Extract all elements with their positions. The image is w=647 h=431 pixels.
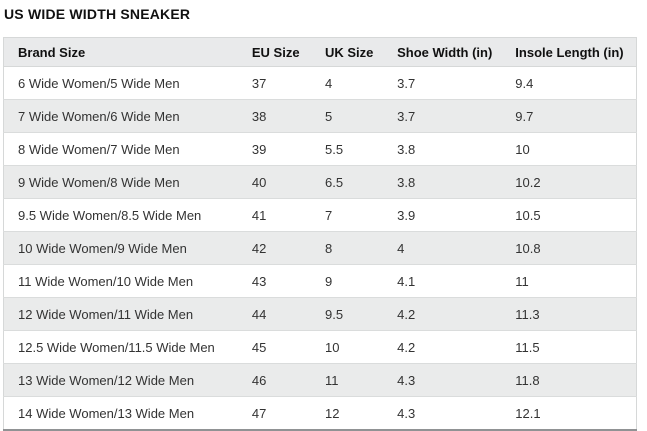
- table-cell: 10.8: [515, 240, 541, 256]
- table-row: 12 Wide Women/11 Wide Men 44 9.5 4.2 11.3: [3, 297, 637, 331]
- table-cell: 8 Wide Women/7 Wide Men: [18, 141, 180, 157]
- table-cell: 11.5: [515, 339, 540, 355]
- table-cell: 3.7: [397, 75, 416, 91]
- table-cell: 4.1: [397, 273, 416, 289]
- table-cell: 9.4: [515, 75, 534, 91]
- table-cell: 5.5: [325, 141, 344, 157]
- table-cell: 4: [325, 75, 333, 91]
- table-cell: 9 Wide Women/8 Wide Men: [18, 174, 180, 190]
- table-cell: 3.8: [397, 141, 416, 157]
- table-cell: 11.3: [515, 306, 540, 322]
- table-row: 7 Wide Women/6 Wide Men 38 5 3.7 9.7: [3, 99, 637, 133]
- table-row: 12.5 Wide Women/11.5 Wide Men 45 10 4.2 11.5: [3, 330, 637, 364]
- column-header-brand-size: Brand Size: [3, 37, 252, 67]
- table-cell: 3.9: [397, 207, 416, 223]
- table-cell: 10 Wide Women/9 Wide Men: [18, 240, 187, 256]
- table-cell: 5: [325, 108, 333, 124]
- table-cell: 3.8: [397, 174, 416, 190]
- table-cell: 6 Wide Women/5 Wide Men: [18, 75, 180, 91]
- table-cell: 11: [515, 273, 529, 289]
- table-cell: 4.3: [397, 372, 416, 388]
- table-body: 6 Wide Women/5 Wide Men 37 4 3.7 9.4 7 Wide W…: [3, 67, 637, 431]
- table-header: Brand Size EU Size UK Size Shoe Width (i…: [3, 37, 637, 67]
- table-cell: 9: [325, 273, 333, 289]
- column-header-uk-size: UK Size: [325, 37, 398, 67]
- column-header-shoe-width: Shoe Width (in): [397, 37, 516, 67]
- table-cell: 42: [251, 240, 267, 256]
- table-cell: 37: [251, 75, 267, 91]
- table-cell: 10.2: [515, 174, 541, 190]
- table-cell: 11: [325, 372, 339, 388]
- table-cell: 39: [251, 141, 267, 157]
- table-cell: 3.7: [397, 108, 416, 124]
- table-cell: 9.5: [325, 306, 344, 322]
- table-cell: 7: [325, 207, 333, 223]
- table-cell: 9.5 Wide Women/8.5 Wide Men: [18, 207, 202, 223]
- table-row: 9 Wide Women/8 Wide Men 40 6.5 3.8 10.2: [3, 165, 637, 199]
- table-cell: 4.3: [397, 405, 416, 421]
- table-cell: 47: [251, 405, 267, 421]
- table-cell: 8: [325, 240, 333, 256]
- table-cell: 10: [325, 339, 340, 355]
- table-row: 10 Wide Women/9 Wide Men 42 8 4 10.8: [3, 231, 637, 265]
- table-cell: 40: [251, 174, 267, 190]
- table-cell: 41: [251, 207, 267, 223]
- table-cell: 10.5: [515, 207, 541, 223]
- table-cell: 45: [251, 339, 267, 355]
- table-cell: 12.1: [515, 405, 541, 421]
- table-cell: 44: [251, 306, 267, 322]
- table-cell: 11.8: [515, 372, 540, 388]
- table-row: 6 Wide Women/5 Wide Men 37 4 3.7 9.4: [4, 67, 637, 100]
- column-header-insole-length: Insole Length (in): [515, 37, 637, 67]
- table-cell: 11 Wide Women/10 Wide Men: [18, 273, 194, 289]
- table-cell: 13 Wide Women/12 Wide Men: [18, 372, 195, 388]
- table-cell: 9.7: [515, 108, 534, 124]
- table-header-row: Brand Size EU Size UK Size Shoe Width (i…: [3, 37, 637, 67]
- table-row: 11 Wide Women/10 Wide Men 43 9 4.1 11: [3, 264, 637, 298]
- table-cell: 7 Wide Women/6 Wide Men: [18, 108, 180, 124]
- table-row: 14 Wide Women/13 Wide Men 47 12 4.3 12.1: [3, 396, 637, 431]
- table-cell: 38: [251, 108, 267, 124]
- table-row: 13 Wide Women/12 Wide Men 46 11 4.3 11.8: [3, 363, 637, 397]
- table-cell: 6.5: [325, 174, 344, 190]
- table-cell: 12 Wide Women/11 Wide Men: [18, 306, 194, 322]
- table-cell: 10: [515, 141, 530, 157]
- table-row: 8 Wide Women/7 Wide Men 39 5.5 3.8 10: [3, 132, 637, 166]
- table-cell: 12.5 Wide Women/11.5 Wide Men: [18, 339, 215, 355]
- table-cell: 43: [251, 273, 267, 289]
- size-chart-table: Brand Size EU Size UK Size Shoe Width (i…: [3, 37, 637, 431]
- table-cell: 4: [397, 240, 405, 256]
- column-header-eu-size: EU Size: [251, 37, 325, 67]
- page-title: US WIDE WIDTH SNEAKER: [4, 6, 191, 22]
- table-cell: 14 Wide Women/13 Wide Men: [18, 405, 195, 421]
- table-cell: 4.2: [397, 339, 416, 355]
- table-cell: 4.2: [397, 306, 416, 322]
- table-row: 9.5 Wide Women/8.5 Wide Men 41 7 3.9 10.5: [3, 198, 637, 232]
- table-cell: 46: [251, 372, 267, 388]
- table-cell: 12: [325, 405, 340, 421]
